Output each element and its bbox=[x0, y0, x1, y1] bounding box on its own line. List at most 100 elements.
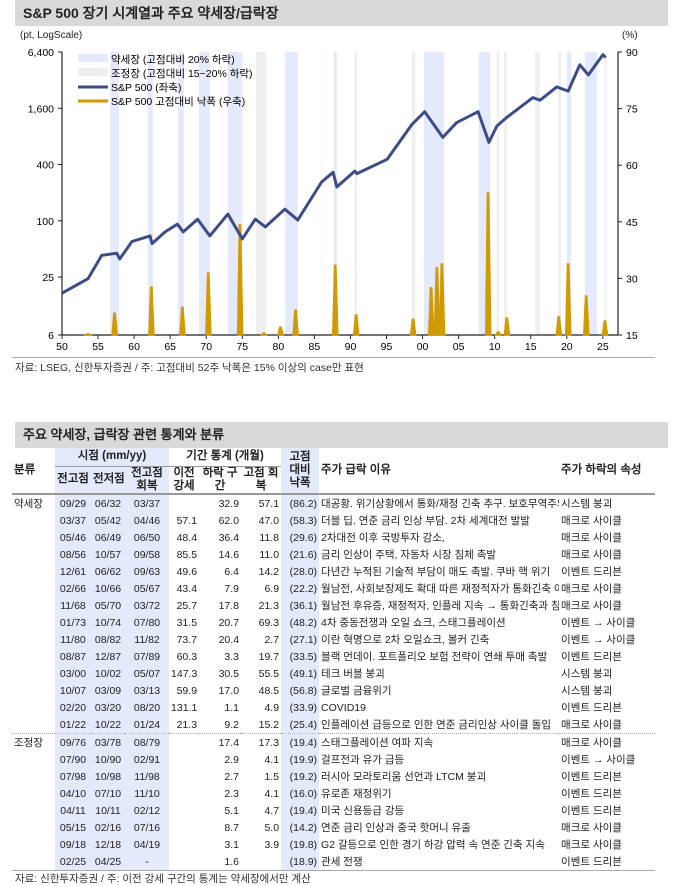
decline-cell: 14.6 bbox=[218, 548, 240, 561]
reason-cell: 유로존 재정위기 bbox=[321, 787, 392, 800]
recovery-cell: 04/46 bbox=[125, 512, 170, 529]
table-row: 12/61 06/62 09/63 49.6 6.4 14.2 (28.0) 다년간 누적된 … bbox=[12, 563, 655, 580]
attribute-cell: 매크로 사이클 bbox=[561, 838, 622, 851]
decline-cell: 62.0 bbox=[218, 514, 240, 527]
category-cell bbox=[12, 768, 55, 785]
prev-high-cell: 05/15 bbox=[55, 819, 91, 836]
x-tick-label: 50 bbox=[56, 341, 68, 353]
reason-cell: 대공황. 위기상황에서 통화/재정 긴축 추구. 보호무역주의 bbox=[321, 497, 560, 510]
reason-cell: 걸프전과 유가 급등 bbox=[321, 753, 405, 766]
category-cell bbox=[12, 546, 55, 563]
recovery-cell: 06/50 bbox=[125, 529, 170, 546]
correction-band bbox=[255, 52, 267, 335]
high-recovery-cell: 2.7 bbox=[264, 633, 280, 646]
prior-bull-cell bbox=[169, 802, 199, 819]
high-recovery-cell: 4.9 bbox=[264, 701, 280, 714]
category-cell bbox=[12, 836, 55, 853]
decline-cell: 17.8 bbox=[218, 599, 240, 612]
x-tick-label: 20 bbox=[561, 341, 573, 353]
table-source-note: 자료: 신한투자증권 / 주: 이전 강세 구간의 통계는 약세장에서만 계산 bbox=[15, 873, 311, 885]
reason-cell: COVID19 bbox=[321, 701, 366, 714]
prev-low-cell: 03/20 bbox=[91, 699, 125, 716]
high-recovery-cell: 4.1 bbox=[264, 787, 280, 800]
reason-cell: 글로벌 금융위기 bbox=[321, 684, 392, 697]
drawdown-cell: (49.1) bbox=[281, 665, 320, 682]
prev-high-cell: 09/18 bbox=[55, 836, 91, 853]
category-cell: 약세장 bbox=[14, 497, 43, 510]
decline-cell: 2.9 bbox=[224, 753, 240, 766]
legend-label: S&P 500 고점대비 낙폭 (우축) bbox=[111, 96, 245, 108]
recovery-cell: 03/13 bbox=[125, 682, 170, 699]
attribute-cell: 매크로 사이클 bbox=[559, 733, 656, 751]
recovery-cell: 05/07 bbox=[125, 665, 170, 682]
prev-low-cell: 10/02 bbox=[91, 665, 125, 682]
recovery-cell: 08/20 bbox=[125, 699, 170, 716]
prior-bull-cell: 57.1 bbox=[176, 514, 198, 527]
x-tick-label: 70 bbox=[200, 341, 212, 353]
attribute-cell: 매크로 사이클 bbox=[561, 531, 622, 544]
correction-band bbox=[354, 52, 357, 335]
x-tick-label: 90 bbox=[345, 341, 357, 353]
prior-bull-cell bbox=[169, 853, 200, 871]
drawdown-cell: (22.2) bbox=[281, 580, 320, 597]
header-drawdown: 고점 대비 낙폭 bbox=[281, 448, 320, 495]
left-tick-label: 100 bbox=[36, 216, 54, 228]
prior-bull-cell: 48.4 bbox=[176, 531, 198, 544]
category-cell bbox=[12, 580, 55, 597]
prior-bull-cell: 43.4 bbox=[176, 582, 198, 595]
high-recovery-cell: 17.3 bbox=[241, 733, 282, 751]
drawdown-cell: (33.9) bbox=[281, 699, 320, 716]
recovery-cell: 09/58 bbox=[125, 546, 170, 563]
drawdown-spike bbox=[148, 286, 155, 336]
table-row: 05/46 06/49 06/50 48.4 36.4 11.8 (29.6) 2차대전 이후… bbox=[12, 529, 655, 546]
reason-cell: 더블 딥. 연준 금리 인상 부담. 2차 세계대전 발발 bbox=[321, 514, 530, 527]
decline-cell: 6.4 bbox=[224, 565, 240, 578]
category-cell bbox=[12, 699, 55, 716]
prev-high-cell: 04/11 bbox=[55, 802, 91, 819]
decline-cell: 3.1 bbox=[224, 838, 240, 851]
x-tick-label: 25 bbox=[597, 341, 609, 353]
prev-low-cell: 10/98 bbox=[91, 768, 125, 785]
sp500-line bbox=[61, 53, 607, 295]
prev-high-cell: 11/80 bbox=[55, 631, 91, 648]
correction-band bbox=[496, 52, 500, 335]
legend-swatch bbox=[78, 54, 108, 62]
high-recovery-cell: 3.9 bbox=[264, 838, 280, 851]
drawdown-spike bbox=[582, 295, 590, 336]
attribute-cell: 매크로 사이클 bbox=[561, 514, 622, 527]
prior-bull-cell: 60.3 bbox=[176, 650, 198, 663]
legend-label: 조정장 (고점대비 15~20% 하락) bbox=[111, 67, 253, 80]
drawdown-cell: (58.3) bbox=[281, 512, 320, 529]
prev-low-cell: 05/70 bbox=[91, 597, 125, 614]
high-recovery-cell: 4.1 bbox=[264, 753, 280, 766]
reason-cell: 월남전 후유증, 재정적자, 인플레 지속 → 통화긴축과 침체 bbox=[321, 599, 560, 612]
decline-cell: 5.1 bbox=[224, 804, 240, 817]
prev-low-cell: 06/32 bbox=[91, 494, 125, 512]
prev-high-cell: 08/87 bbox=[55, 648, 91, 665]
prev-low-cell: 10/22 bbox=[91, 716, 125, 734]
decline-cell: 8.7 bbox=[224, 821, 240, 834]
right-tick-label: 30 bbox=[626, 273, 638, 285]
attribute-cell: 매크로 사이클 bbox=[561, 548, 622, 561]
reason-cell: 금리 인상이 주택, 자동차 시장 침체 촉발 bbox=[321, 548, 497, 561]
high-recovery-cell: 69.3 bbox=[258, 616, 280, 629]
decline-cell: 9.2 bbox=[224, 718, 240, 731]
drawdown-spike bbox=[205, 272, 212, 336]
table-row: 01/73 10/74 07/80 31.5 20.7 69.3 (48.2) 4차 중동전쟁… bbox=[12, 614, 655, 631]
prior-bull-cell: 147.3 bbox=[171, 667, 198, 680]
right-tick-label: 90 bbox=[626, 47, 638, 59]
bear-market-band bbox=[110, 52, 119, 335]
prev-low-cell: 08/82 bbox=[91, 631, 125, 648]
drawdown-spike bbox=[82, 333, 94, 336]
prev-high-cell: 11/68 bbox=[55, 597, 91, 614]
attribute-cell: 이벤트 드리븐 bbox=[561, 787, 622, 800]
drawdown-cell: (28.0) bbox=[281, 563, 320, 580]
header-recovery: 전고점 회복 bbox=[125, 466, 170, 495]
attribute-cell: 이벤트 드리븐 bbox=[559, 853, 656, 871]
recovery-cell: 09/63 bbox=[125, 563, 170, 580]
reason-cell: 관세 전쟁 bbox=[319, 853, 560, 871]
table-row: 07/98 10/98 11/98 2.7 1.5 (19.2) 러시아 모라토리움 선언과… bbox=[12, 768, 655, 785]
prior-bull-cell bbox=[169, 785, 199, 802]
table-row: 01/22 10/22 01/24 21.3 9.2 15.2 (25.4) 인플레이션 급등… bbox=[12, 716, 655, 734]
correction-band bbox=[558, 52, 562, 335]
